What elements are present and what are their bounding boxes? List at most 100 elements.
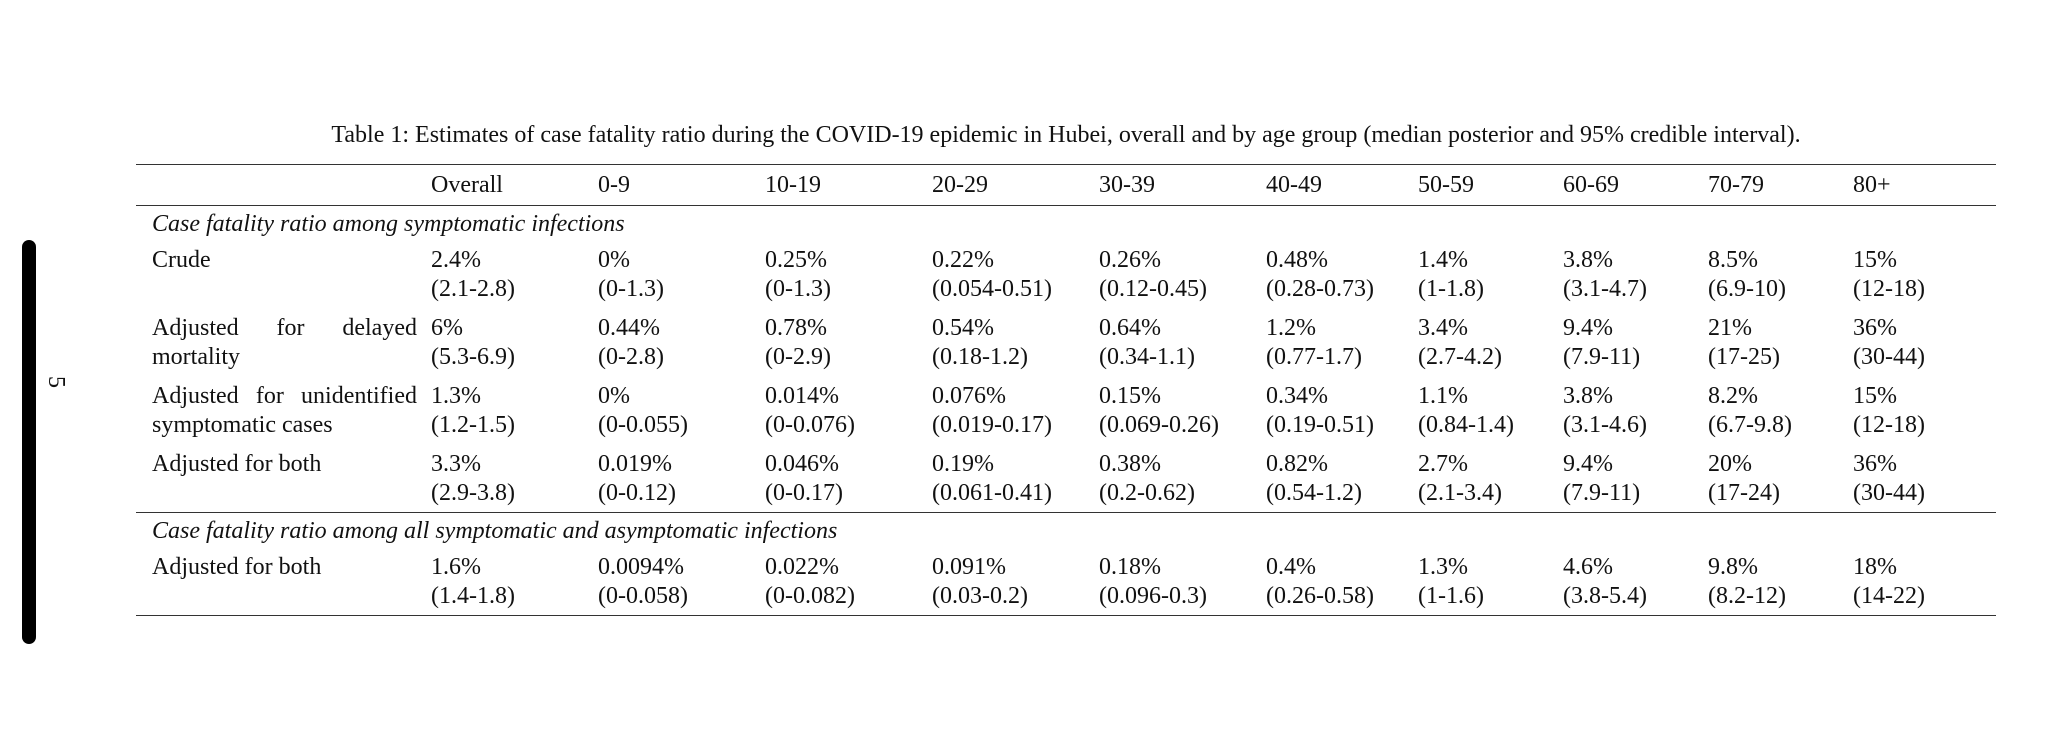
cfr-median: 0.48%	[1266, 247, 1328, 273]
cfr-credible-interval: (0-1.3)	[598, 276, 664, 302]
cfr-median: 0.022%	[765, 554, 839, 580]
table-cell: 15% (12-18)	[1853, 246, 1996, 314]
table-cell: 0.19% (0.061-0.41)	[932, 450, 1099, 513]
cfr-credible-interval: (0.054-0.51)	[932, 276, 1052, 302]
cfr-median: 9.4%	[1563, 315, 1613, 341]
cfr-median: 3.8%	[1563, 247, 1613, 273]
row-label-cell: Adjusted for delayed mortality	[136, 314, 431, 382]
cfr-median: 1.6%	[431, 554, 481, 580]
cfr-median: 1.3%	[431, 383, 481, 409]
table-cell: 3.3% (2.9-3.8)	[431, 450, 598, 513]
table-body: Case fatality ratio among symptomatic in…	[136, 206, 1996, 616]
row-label: Adjusted for unidentified symptomatic ca…	[152, 383, 417, 438]
table-cell: 0.26% (0.12-0.45)	[1099, 246, 1266, 314]
cfr-median: 0.34%	[1266, 383, 1328, 409]
table-cell: 0.076% (0.019-0.17)	[932, 382, 1099, 450]
cfr-median: 0.091%	[932, 554, 1006, 580]
cfr-median: 2.7%	[1418, 451, 1468, 477]
table-cell: 0.82% (0.54-1.2)	[1266, 450, 1418, 513]
row-label: Adjusted for both	[152, 451, 322, 477]
section-title: Case fatality ratio among all symptomati…	[152, 518, 838, 544]
cfr-credible-interval: (0-0.058)	[598, 583, 688, 609]
table-cell: 0.4% (0.26-0.58)	[1266, 553, 1418, 616]
table-cell: 36% (30-44)	[1853, 314, 1996, 382]
cfr-credible-interval: (0.019-0.17)	[932, 412, 1052, 438]
cfr-credible-interval: (0-0.17)	[765, 480, 843, 506]
cfr-median: 0.82%	[1266, 451, 1328, 477]
table-cell: 36% (30-44)	[1853, 450, 1996, 513]
cfr-median: 0.019%	[598, 451, 672, 477]
cfr-credible-interval: (0.84-1.4)	[1418, 412, 1514, 438]
table-cell: 1.1% (0.84-1.4)	[1418, 382, 1563, 450]
row-label: Crude	[152, 247, 211, 273]
cfr-credible-interval: (17-25)	[1708, 344, 1780, 370]
cfr-median: 1.3%	[1418, 554, 1468, 580]
cfr-credible-interval: (0.19-0.51)	[1266, 412, 1374, 438]
cfr-credible-interval: (12-18)	[1853, 276, 1925, 302]
cfr-median: 1.4%	[1418, 247, 1468, 273]
table-row: Adjusted for both 1.6% (1.4-1.8) 0.0094% (0-…	[136, 553, 1996, 616]
header-cell-empty	[136, 165, 431, 206]
cfr-credible-interval: (1.2-1.5)	[431, 412, 515, 438]
cfr-median: 0.64%	[1099, 315, 1161, 341]
table-cell: 1.3% (1.2-1.5)	[431, 382, 598, 450]
cfr-median: 15%	[1853, 247, 1897, 273]
table-cell: 20% (17-24)	[1708, 450, 1853, 513]
table-cell: 8.5% (6.9-10)	[1708, 246, 1853, 314]
table-cell: 0.0094% (0-0.058)	[598, 553, 765, 616]
cfr-median: 0.78%	[765, 315, 827, 341]
cfr-credible-interval: (0-0.076)	[765, 412, 855, 438]
cfr-credible-interval: (17-24)	[1708, 480, 1780, 506]
table-cell: 18% (14-22)	[1853, 553, 1996, 616]
cfr-median: 0.26%	[1099, 247, 1161, 273]
row-label-cell: Adjusted for unidentified symptomatic ca…	[136, 382, 431, 450]
cfr-median: 3.4%	[1418, 315, 1468, 341]
cfr-median: 0%	[598, 383, 630, 409]
table-cell: 0.44% (0-2.8)	[598, 314, 765, 382]
cfr-credible-interval: (1-1.8)	[1418, 276, 1484, 302]
table-cell: 0.25% (0-1.3)	[765, 246, 932, 314]
header-cell-age-0-9: 0-9	[598, 171, 630, 198]
table-cell: 9.4% (7.9-11)	[1563, 450, 1708, 513]
table-row: Adjusted for delayed mortality 6% (5.3-6.9…	[136, 314, 1996, 382]
cfr-credible-interval: (14-22)	[1853, 583, 1925, 609]
table-cell: 0.022% (0-0.082)	[765, 553, 932, 616]
section-title: Case fatality ratio among symptomatic in…	[152, 211, 625, 237]
table-cell: 3.4% (2.7-4.2)	[1418, 314, 1563, 382]
header-cell-age-80-plus: 80+	[1853, 171, 1891, 198]
cfr-credible-interval: (0-2.9)	[765, 344, 831, 370]
table-cell: 9.8% (8.2-12)	[1708, 553, 1853, 616]
cfr-median: 4.6%	[1563, 554, 1613, 580]
page-number: 5	[43, 376, 69, 388]
cfr-credible-interval: (30-44)	[1853, 344, 1925, 370]
cfr-median: 0.046%	[765, 451, 839, 477]
cfr-credible-interval: (1-1.6)	[1418, 583, 1484, 609]
table-cell: 1.3% (1-1.6)	[1418, 553, 1563, 616]
cfr-credible-interval: (0.54-1.2)	[1266, 480, 1362, 506]
page-side-bar	[22, 240, 36, 644]
cfr-median: 21%	[1708, 315, 1752, 341]
table-cell: 0.34% (0.19-0.51)	[1266, 382, 1418, 450]
row-label-cell: Crude	[136, 246, 431, 314]
case-fatality-table: Overall 0-9 10-19 20-29 30-39 40-49 50-5…	[136, 164, 1996, 616]
cfr-credible-interval: (0-2.8)	[598, 344, 664, 370]
cfr-median: 0.18%	[1099, 554, 1161, 580]
cfr-credible-interval: (2.9-3.8)	[431, 480, 515, 506]
table-cell: 21% (17-25)	[1708, 314, 1853, 382]
cfr-credible-interval: (7.9-11)	[1563, 344, 1641, 370]
cfr-credible-interval: (0.096-0.3)	[1099, 583, 1207, 609]
cfr-median: 0.38%	[1099, 451, 1161, 477]
cfr-median: 8.2%	[1708, 383, 1758, 409]
cfr-median: 0.15%	[1099, 383, 1161, 409]
cfr-median: 0%	[598, 247, 630, 273]
cfr-credible-interval: (7.9-11)	[1563, 480, 1641, 506]
cfr-credible-interval: (8.2-12)	[1708, 583, 1786, 609]
cfr-credible-interval: (0.069-0.26)	[1099, 412, 1219, 438]
header-cell-age-50-59: 50-59	[1418, 171, 1474, 198]
header-cell-overall: Overall	[431, 171, 503, 198]
cfr-median: 6%	[431, 315, 463, 341]
table-row: Adjusted for both 3.3% (2.9-3.8) 0.019% (0-0…	[136, 450, 1996, 513]
table-cell: 1.4% (1-1.8)	[1418, 246, 1563, 314]
row-label-cell: Adjusted for both	[136, 553, 431, 616]
table-cell: 0% (0-1.3)	[598, 246, 765, 314]
